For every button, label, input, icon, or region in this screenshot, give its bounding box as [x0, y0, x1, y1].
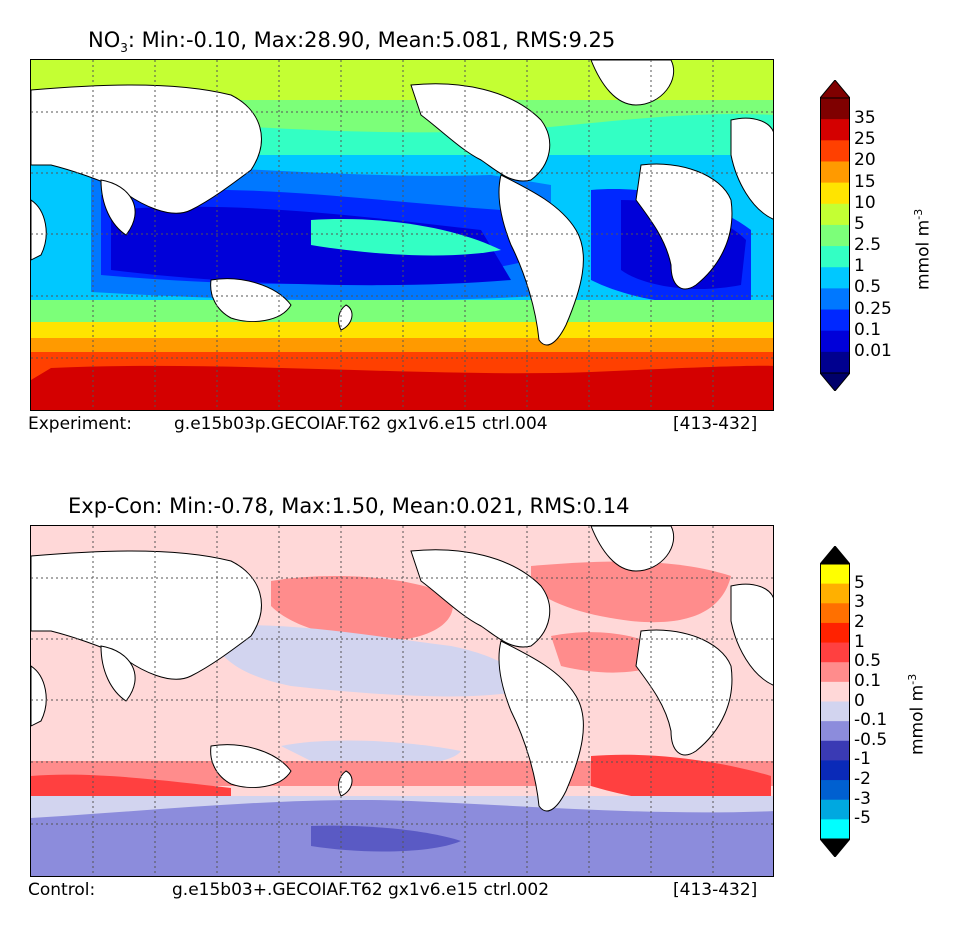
top-unit-exponent: -3	[912, 209, 925, 220]
bottom-colorbar-swatch	[820, 623, 850, 643]
bottom-caption-label: Control:	[28, 880, 95, 900]
bottom-colorbar-swatch	[820, 741, 850, 761]
top-colorbar-tick-label: 0.5	[854, 277, 881, 297]
bottom-colorbar-swatch	[820, 603, 850, 623]
bottom-colorbar-swatch	[820, 564, 850, 584]
top-colorbar-tick-label: 10	[854, 193, 876, 213]
top-colorbar-swatch	[820, 310, 850, 332]
top-caption-years: [413-432]	[673, 414, 757, 434]
top-colorbar	[820, 80, 850, 391]
top-caption-run: g.e15b03p.GECOIAF.T62 gx1v6.e15 ctrl.004	[174, 414, 548, 434]
bottom-colorbar	[820, 546, 850, 857]
top-map-title: NO3: Min:-0.10, Max:28.90, Mean:5.081, R…	[88, 28, 615, 55]
bottom-colorbar-swatch	[820, 760, 850, 780]
top-colorbar-tick-label: 0.25	[854, 299, 892, 319]
bottom-colorbar-tick-label: 3	[854, 592, 865, 612]
bottom-colorbar-swatch	[820, 682, 850, 702]
top-colorbar-swatch	[820, 288, 850, 310]
top-title-stats: : Min:-0.10, Max:28.90, Mean:5.081, RMS:…	[128, 28, 615, 52]
top-colorbar-tick-label: 35	[854, 108, 876, 128]
top-colorbar-tick-label: 1	[854, 256, 865, 276]
top-colorbar-swatch	[820, 204, 850, 226]
bottom-colorbar-tick-label: 0.5	[854, 651, 881, 671]
bottom-colorbar-swatch	[820, 584, 850, 604]
top-colorbar-tick-label: 5	[854, 214, 865, 234]
bottom-map	[30, 525, 774, 877]
top-colorbar-swatch	[820, 140, 850, 162]
top-unit-base: mmol m	[914, 220, 934, 290]
bottom-caption-run: g.e15b03+.GECOIAF.T62 gx1v6.e15 ctrl.002	[172, 880, 549, 900]
bottom-colorbar-unit: mmol m-3	[906, 674, 928, 755]
top-colorbar-swatch	[820, 246, 850, 268]
top-colorbar-tick-label: 25	[854, 129, 876, 149]
top-colorbar-swatch	[820, 183, 850, 205]
bottom-colorbar-tick-label: 0	[854, 691, 865, 711]
bottom-colorbar-tick-label: 1	[854, 632, 865, 652]
bottom-colorbar-swatch	[820, 819, 850, 839]
top-colorbar-under-arrow	[820, 373, 850, 391]
top-colorbar-over-arrow	[820, 80, 850, 98]
bottom-unit-base: mmol m	[908, 685, 928, 755]
top-colorbar-graphic	[820, 80, 850, 391]
top-colorbar-tick-label: 20	[854, 150, 876, 170]
top-title-prefix: NO	[88, 28, 120, 52]
top-colorbar-tick-label: 0.01	[854, 341, 892, 361]
top-caption-label: Experiment:	[28, 414, 132, 434]
bottom-colorbar-swatch	[820, 662, 850, 682]
top-title-subscript: 3	[120, 41, 128, 55]
top-colorbar-swatch	[820, 225, 850, 247]
bottom-colorbar-tick-label: -0.5	[854, 730, 887, 750]
top-colorbar-swatch	[820, 98, 850, 120]
bottom-colorbar-tick-label: -2	[854, 769, 871, 789]
top-colorbar-swatch	[820, 352, 850, 374]
top-colorbar-swatch	[820, 161, 850, 183]
bottom-colorbar-tick-label: -0.1	[854, 710, 887, 730]
bottom-colorbar-tick-label: 0.1	[854, 671, 881, 691]
bottom-colorbar-swatch	[820, 702, 850, 722]
bottom-colorbar-tick-label: 5	[854, 573, 865, 593]
bottom-colorbar-swatch	[820, 780, 850, 800]
bottom-colorbar-graphic	[820, 546, 850, 857]
bottom-colorbar-swatch	[820, 643, 850, 663]
top-map	[30, 59, 774, 411]
bottom-colorbar-tick-label: -5	[854, 808, 871, 828]
top-colorbar-swatch	[820, 119, 850, 141]
bottom-unit-exponent: -3	[906, 674, 919, 685]
bottom-colorbar-tick-label: -1	[854, 749, 871, 769]
bottom-colorbar-tick-label: -3	[854, 789, 871, 809]
bottom-colorbar-swatch	[820, 721, 850, 741]
top-colorbar-tick-label: 15	[854, 172, 876, 192]
top-colorbar-tick-label: 2.5	[854, 235, 881, 255]
top-colorbar-swatch	[820, 267, 850, 289]
top-colorbar-unit: mmol m-3	[912, 209, 934, 290]
bottom-colorbar-swatch	[820, 800, 850, 820]
top-colorbar-swatch	[820, 331, 850, 353]
bottom-colorbar-tick-label: 2	[854, 612, 865, 632]
bottom-caption-years: [413-432]	[673, 880, 757, 900]
bottom-colorbar-under-arrow	[820, 839, 850, 857]
top-colorbar-tick-label: 0.1	[854, 320, 881, 340]
bottom-colorbar-over-arrow	[820, 546, 850, 564]
bottom-map-title: Exp-Con: Min:-0.78, Max:1.50, Mean:0.021…	[68, 494, 629, 518]
